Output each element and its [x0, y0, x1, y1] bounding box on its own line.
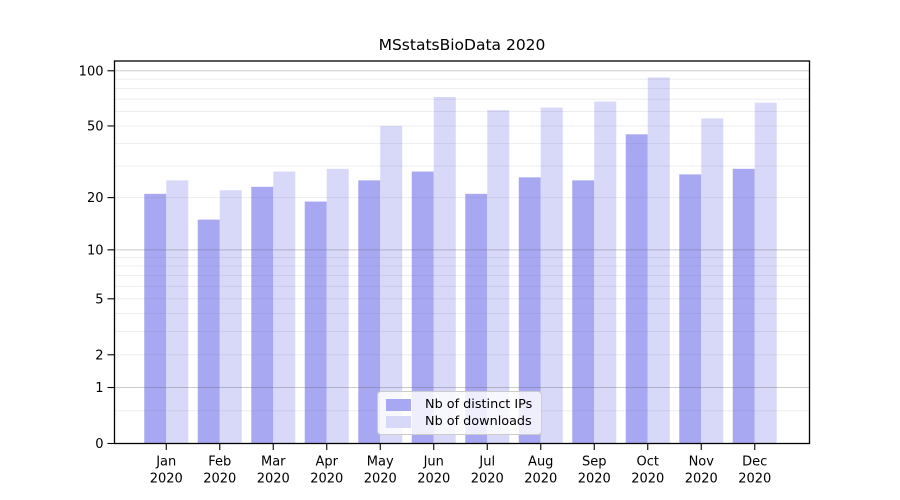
- bar: [572, 180, 595, 444]
- legend-item-distinct-ips: Nb of distinct IPs: [386, 397, 533, 412]
- chart-title: MSstatsBioData 2020: [378, 36, 546, 54]
- bar: [487, 110, 510, 444]
- legend: Nb of distinct IPs Nb of downloads: [377, 391, 542, 435]
- bar: [411, 171, 434, 444]
- bar: [433, 96, 456, 444]
- y-tick-label: 2: [95, 348, 103, 363]
- x-tick-label-year: 2020: [471, 472, 504, 487]
- x-tick-label-year: 2020: [150, 472, 183, 487]
- y-tick-label: 10: [87, 243, 104, 258]
- bar: [358, 180, 381, 444]
- bar: [679, 174, 702, 444]
- bar: [732, 168, 755, 444]
- legend-label-distinct-ips: Nb of distinct IPs: [425, 397, 533, 412]
- x-tick-label-year: 2020: [685, 472, 718, 487]
- x-tick-label-year: 2020: [203, 472, 236, 487]
- bar: [144, 193, 167, 444]
- bar: [754, 102, 777, 444]
- x-tick-label-year: 2020: [417, 472, 450, 487]
- x-tick-label-month: Dec: [742, 455, 767, 470]
- bar: [518, 177, 541, 444]
- plot-frame: [113, 60, 811, 445]
- bar: [304, 201, 327, 444]
- x-tick-label-year: 2020: [578, 472, 611, 487]
- y-tick-label: 20: [87, 191, 104, 206]
- y-tick-label: 1: [95, 381, 103, 396]
- x-tick-label-year: 2020: [310, 472, 343, 487]
- legend-swatch-downloads: [386, 415, 411, 428]
- y-tick-label: 5: [95, 292, 103, 307]
- x-tick-label-year: 2020: [524, 472, 557, 487]
- bar: [219, 190, 242, 444]
- legend-swatch-distinct-ips: [386, 398, 411, 411]
- bar: [166, 180, 189, 444]
- bar: [197, 219, 220, 444]
- bar: [647, 77, 670, 444]
- x-tick-label-month: Jun: [423, 455, 444, 470]
- x-tick-label-year: 2020: [631, 472, 664, 487]
- bar: [251, 186, 274, 444]
- y-tick-label: 50: [87, 119, 104, 134]
- x-tick-label-month: Apr: [316, 455, 339, 470]
- x-tick-label-month: Oct: [637, 455, 659, 470]
- legend-label-downloads: Nb of downloads: [425, 414, 532, 429]
- x-tick-label-year: 2020: [257, 472, 290, 487]
- bar: [465, 193, 488, 444]
- x-tick-label-year: 2020: [738, 472, 771, 487]
- x-tick-label-year: 2020: [364, 472, 397, 487]
- y-tick-label: 100: [79, 64, 104, 79]
- x-tick-label-month: Mar: [261, 455, 286, 470]
- bar: [594, 101, 617, 444]
- x-tick-label-month: Aug: [528, 455, 553, 470]
- x-tick-label-month: May: [367, 455, 394, 470]
- x-tick-label-month: Jul: [478, 455, 495, 470]
- bar: [326, 168, 349, 444]
- bar: [701, 118, 724, 444]
- y-tick-label: 0: [95, 437, 103, 452]
- bar: [380, 125, 403, 444]
- x-tick-label-month: Jan: [155, 455, 176, 470]
- x-tick-label-month: Sep: [582, 455, 607, 470]
- x-tick-label-month: Nov: [689, 455, 715, 470]
- bar: [625, 134, 648, 444]
- legend-item-downloads: Nb of downloads: [386, 414, 533, 429]
- bar: [273, 171, 296, 444]
- x-tick-label-month: Feb: [208, 455, 231, 470]
- bar: [540, 107, 563, 444]
